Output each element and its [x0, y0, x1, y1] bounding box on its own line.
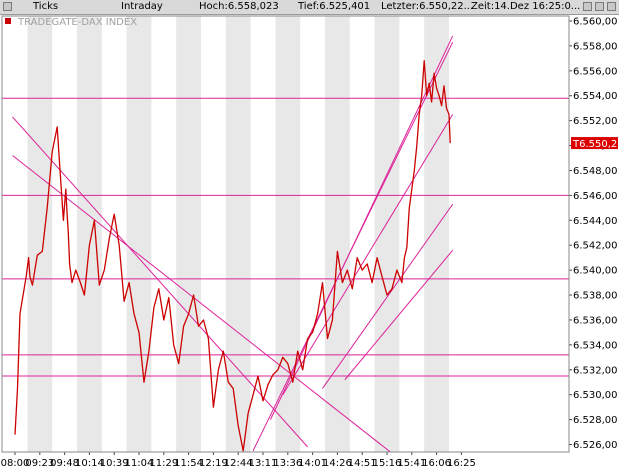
- trend-line: [322, 203, 454, 389]
- x-tick-label: 10:14: [75, 458, 104, 469]
- x-tick-label: 08:00: [1, 458, 30, 469]
- x-tick-label: 11:29: [149, 458, 178, 469]
- chart-toolbar: Ticks Intraday Hoch:6.558,023 Tief:6.525…: [0, 0, 619, 15]
- price-chart: 6.526,00 6.528,00 6.530,00 6.532,00 6.534,00…: [1, 15, 618, 469]
- y-tick-label: 6.544,00: [573, 216, 618, 227]
- grid-band: [374, 16, 400, 452]
- y-tick-label: 6.528,00: [573, 415, 618, 426]
- x-tick-label: 12:19: [199, 458, 228, 469]
- grid-band: [126, 16, 152, 452]
- y-tick-label: 6.554,00: [573, 91, 618, 102]
- minimize-icon[interactable]: [583, 2, 592, 11]
- period-selector[interactable]: Intraday: [121, 1, 163, 12]
- menu-toggle-icon[interactable]: [3, 2, 12, 11]
- maximize-icon[interactable]: [595, 2, 604, 11]
- last-price-text: T6.550,2: [572, 139, 617, 150]
- x-axis: 08:0009:2309:4810:1410:3911:0411:2911:54…: [1, 452, 476, 469]
- y-tick-label: 6.538,00: [573, 291, 618, 302]
- trend-line: [282, 114, 454, 395]
- grid-band: [176, 16, 201, 452]
- y-tick-label: 6.540,00: [573, 266, 618, 277]
- y-tick-label: 6.542,00: [573, 241, 618, 252]
- trend-line: [12, 116, 309, 448]
- x-tick-label: 16:06: [422, 458, 451, 469]
- grid-band: [225, 16, 251, 452]
- x-tick-label: 15:16: [373, 458, 402, 469]
- last-value: Letzter:6.550,22...: [381, 1, 474, 12]
- x-tick-label: 11:04: [125, 458, 154, 469]
- horizontal-lines: [2, 97, 569, 377]
- x-tick-label: 13:36: [273, 458, 302, 469]
- x-tick-label: 14:26: [323, 458, 352, 469]
- y-tick-label: 6.530,00: [573, 390, 618, 401]
- y-tick-label: 6.558,00: [573, 41, 618, 52]
- y-tick-label: 6.560,00: [573, 16, 618, 27]
- x-tick-label: 11:54: [174, 458, 203, 469]
- grid-band: [27, 16, 53, 452]
- last-price-label: T6.550,2: [571, 137, 618, 150]
- x-tick-label: 12:44: [224, 458, 253, 469]
- y-tick-label: 6.534,00: [573, 340, 618, 351]
- tick-mode-selector[interactable]: Ticks: [33, 1, 59, 12]
- plot-frame: [1, 15, 570, 453]
- grid-band: [424, 16, 449, 452]
- trend-line: [269, 35, 454, 420]
- grid-band: [77, 16, 102, 452]
- x-tick-label: 14:51: [348, 458, 377, 469]
- low-value: Tief:6.525,401: [298, 1, 371, 12]
- x-tick-label: 09:48: [50, 458, 79, 469]
- chart-title-group: TRADEGATE-DAX INDEX: [5, 17, 137, 28]
- y-tick-label: 6.548,00: [573, 166, 618, 177]
- price-line: [14, 60, 451, 452]
- y-tick-label: 6.532,00: [573, 365, 618, 376]
- x-tick-label: 10:39: [100, 458, 129, 469]
- last-price-badge: [571, 137, 618, 150]
- trend-line: [344, 249, 454, 381]
- trend-lines: [12, 35, 454, 452]
- timestamp: Zeit:14.Dez 16:25:0...: [471, 1, 581, 12]
- price-series: [14, 60, 451, 452]
- x-tick-label: 15:41: [397, 458, 426, 469]
- grid-band: [325, 16, 350, 452]
- x-tick-label: 16:25: [447, 458, 476, 469]
- high-value: Hoch:6.558,023: [199, 1, 279, 12]
- x-tick-label: 14:01: [298, 458, 327, 469]
- grid-bands: [27, 16, 449, 452]
- y-tick-label: 6.536,00: [573, 315, 618, 326]
- close-icon[interactable]: [607, 2, 616, 11]
- trend-line: [12, 155, 392, 452]
- chart-title: TRADEGATE-DAX INDEX: [17, 17, 137, 28]
- y-tick-label: 6.556,00: [573, 66, 618, 77]
- y-tick-label: 6.552,00: [573, 116, 618, 127]
- x-tick-label: 13:11: [249, 458, 278, 469]
- x-tick-label: 09:23: [25, 458, 54, 469]
- series-marker-icon: [5, 18, 11, 24]
- plot-border: [1, 15, 570, 453]
- y-tick-label: 6.526,00: [573, 440, 618, 451]
- y-axis: 6.526,00 6.528,00 6.530,00 6.532,00 6.534,00…: [569, 16, 618, 451]
- y-tick-label: 6.546,00: [573, 191, 618, 202]
